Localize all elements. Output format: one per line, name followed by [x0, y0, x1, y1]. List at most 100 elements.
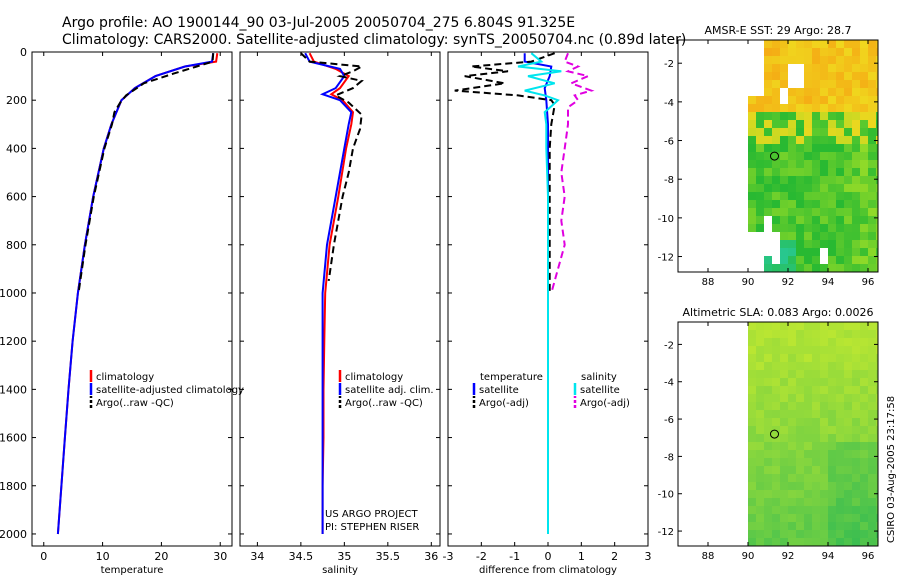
- heatmap-cell: [788, 48, 796, 56]
- heatmap-cell: [796, 192, 804, 200]
- heatmap-cell: [764, 322, 772, 330]
- heatmap-cell: [804, 216, 812, 224]
- heatmap-cell: [764, 88, 772, 96]
- heatmap-cell: [796, 474, 804, 482]
- x-tick-label: 34: [250, 550, 264, 563]
- heatmap-cell: [868, 418, 876, 426]
- heatmap-cell: [868, 104, 876, 112]
- y-tick-label: -4: [664, 98, 674, 109]
- heatmap-cell: [748, 434, 756, 442]
- heatmap-cell: [812, 128, 820, 136]
- heatmap-cell: [748, 370, 756, 378]
- heatmap-cell: [836, 208, 844, 216]
- heatmap-cell: [836, 232, 844, 240]
- heatmap-cell: [796, 248, 804, 256]
- heatmap-cell: [860, 96, 868, 104]
- heatmap-cell: [868, 88, 876, 96]
- heatmap-cell: [852, 442, 860, 450]
- heatmap-cell: [756, 338, 764, 346]
- heatmap-cell: [860, 88, 868, 96]
- series-line-climatology: [56, 53, 219, 535]
- heatmap-cell: [852, 144, 860, 152]
- heatmap-cell: [820, 370, 828, 378]
- heatmap-cell: [820, 208, 828, 216]
- heatmap-cell: [748, 322, 756, 330]
- heatmap-cell: [828, 56, 836, 64]
- heatmap-cell: [852, 80, 860, 88]
- heatmap-cell: [804, 362, 812, 370]
- legend-entry: Argo(-adj): [479, 398, 529, 409]
- heatmap-cell: [780, 56, 788, 64]
- heatmap-cell: [820, 378, 828, 386]
- heatmap-cell: [860, 514, 868, 522]
- heatmap-cell: [860, 498, 868, 506]
- heatmap-cell: [852, 498, 860, 506]
- heatmap-cell: [868, 64, 876, 72]
- heatmap-cell: [860, 232, 868, 240]
- heatmap-cell: [804, 410, 812, 418]
- heatmap-cell: [764, 426, 772, 434]
- x-tick-label: 96: [862, 551, 875, 562]
- heatmap-cell: [828, 136, 836, 144]
- heatmap-cell: [804, 522, 812, 530]
- heatmap-cell: [868, 402, 876, 410]
- x-tick-label: 35: [337, 550, 351, 563]
- heatmap-cell: [876, 362, 878, 370]
- heatmap-cell: [772, 362, 780, 370]
- heatmap-cell: [764, 402, 772, 410]
- heatmap-cell: [772, 538, 780, 546]
- heatmap-cell: [828, 104, 836, 112]
- heatmap-cell: [852, 248, 860, 256]
- heatmap-cell: [860, 136, 868, 144]
- heatmap-cell: [868, 256, 876, 264]
- heatmap-cell: [780, 322, 788, 330]
- heatmap-cell: [836, 370, 844, 378]
- heatmap-cell: [756, 354, 764, 362]
- heatmap-cell: [812, 168, 820, 176]
- heatmap-cell: [852, 426, 860, 434]
- heatmap-cell: [804, 160, 812, 168]
- heatmap-cell: [828, 256, 836, 264]
- heatmap-cell: [868, 144, 876, 152]
- heatmap-cell: [788, 136, 796, 144]
- heatmap-cell: [748, 152, 756, 160]
- heatmap-cell: [764, 184, 772, 192]
- heatmap-cell: [844, 104, 852, 112]
- heatmap-cell: [780, 256, 788, 264]
- heatmap-cell: [748, 410, 756, 418]
- heatmap-cell: [844, 216, 852, 224]
- heatmap-cells: [748, 322, 878, 546]
- heatmap-cell: [756, 434, 764, 442]
- heatmap-cell: [796, 232, 804, 240]
- heatmap-cell: [812, 144, 820, 152]
- series-line-argo: [300, 52, 366, 282]
- heatmap-cell: [772, 56, 780, 64]
- heatmap-cell: [788, 160, 796, 168]
- heatmap-cell: [836, 104, 844, 112]
- heatmap-cell: [876, 330, 878, 338]
- heatmap-cell: [756, 362, 764, 370]
- heatmap-cell: [820, 56, 828, 64]
- heatmap-cell: [772, 418, 780, 426]
- heatmap-cell: [780, 192, 788, 200]
- heatmap-cell: [828, 168, 836, 176]
- heatmap-cell: [804, 506, 812, 514]
- heatmap-cell: [844, 72, 852, 80]
- heatmap-cell: [780, 362, 788, 370]
- heatmap-cell: [756, 498, 764, 506]
- heatmap-cell: [748, 338, 756, 346]
- heatmap-cell: [804, 378, 812, 386]
- heatmap-cell: [748, 466, 756, 474]
- heatmap-cell: [772, 466, 780, 474]
- heatmap-cell: [788, 538, 796, 546]
- heatmap-cell: [844, 112, 852, 120]
- x-tick-label: 94: [822, 551, 835, 562]
- heatmap-cell: [852, 402, 860, 410]
- heatmap-cell: [852, 354, 860, 362]
- heatmap-cell: [836, 128, 844, 136]
- heatmap-cell: [828, 458, 836, 466]
- y-tick-label: 400: [6, 142, 27, 155]
- heatmap-cell: [756, 96, 764, 104]
- heatmap-cell: [844, 450, 852, 458]
- heatmap-cell: [756, 208, 764, 216]
